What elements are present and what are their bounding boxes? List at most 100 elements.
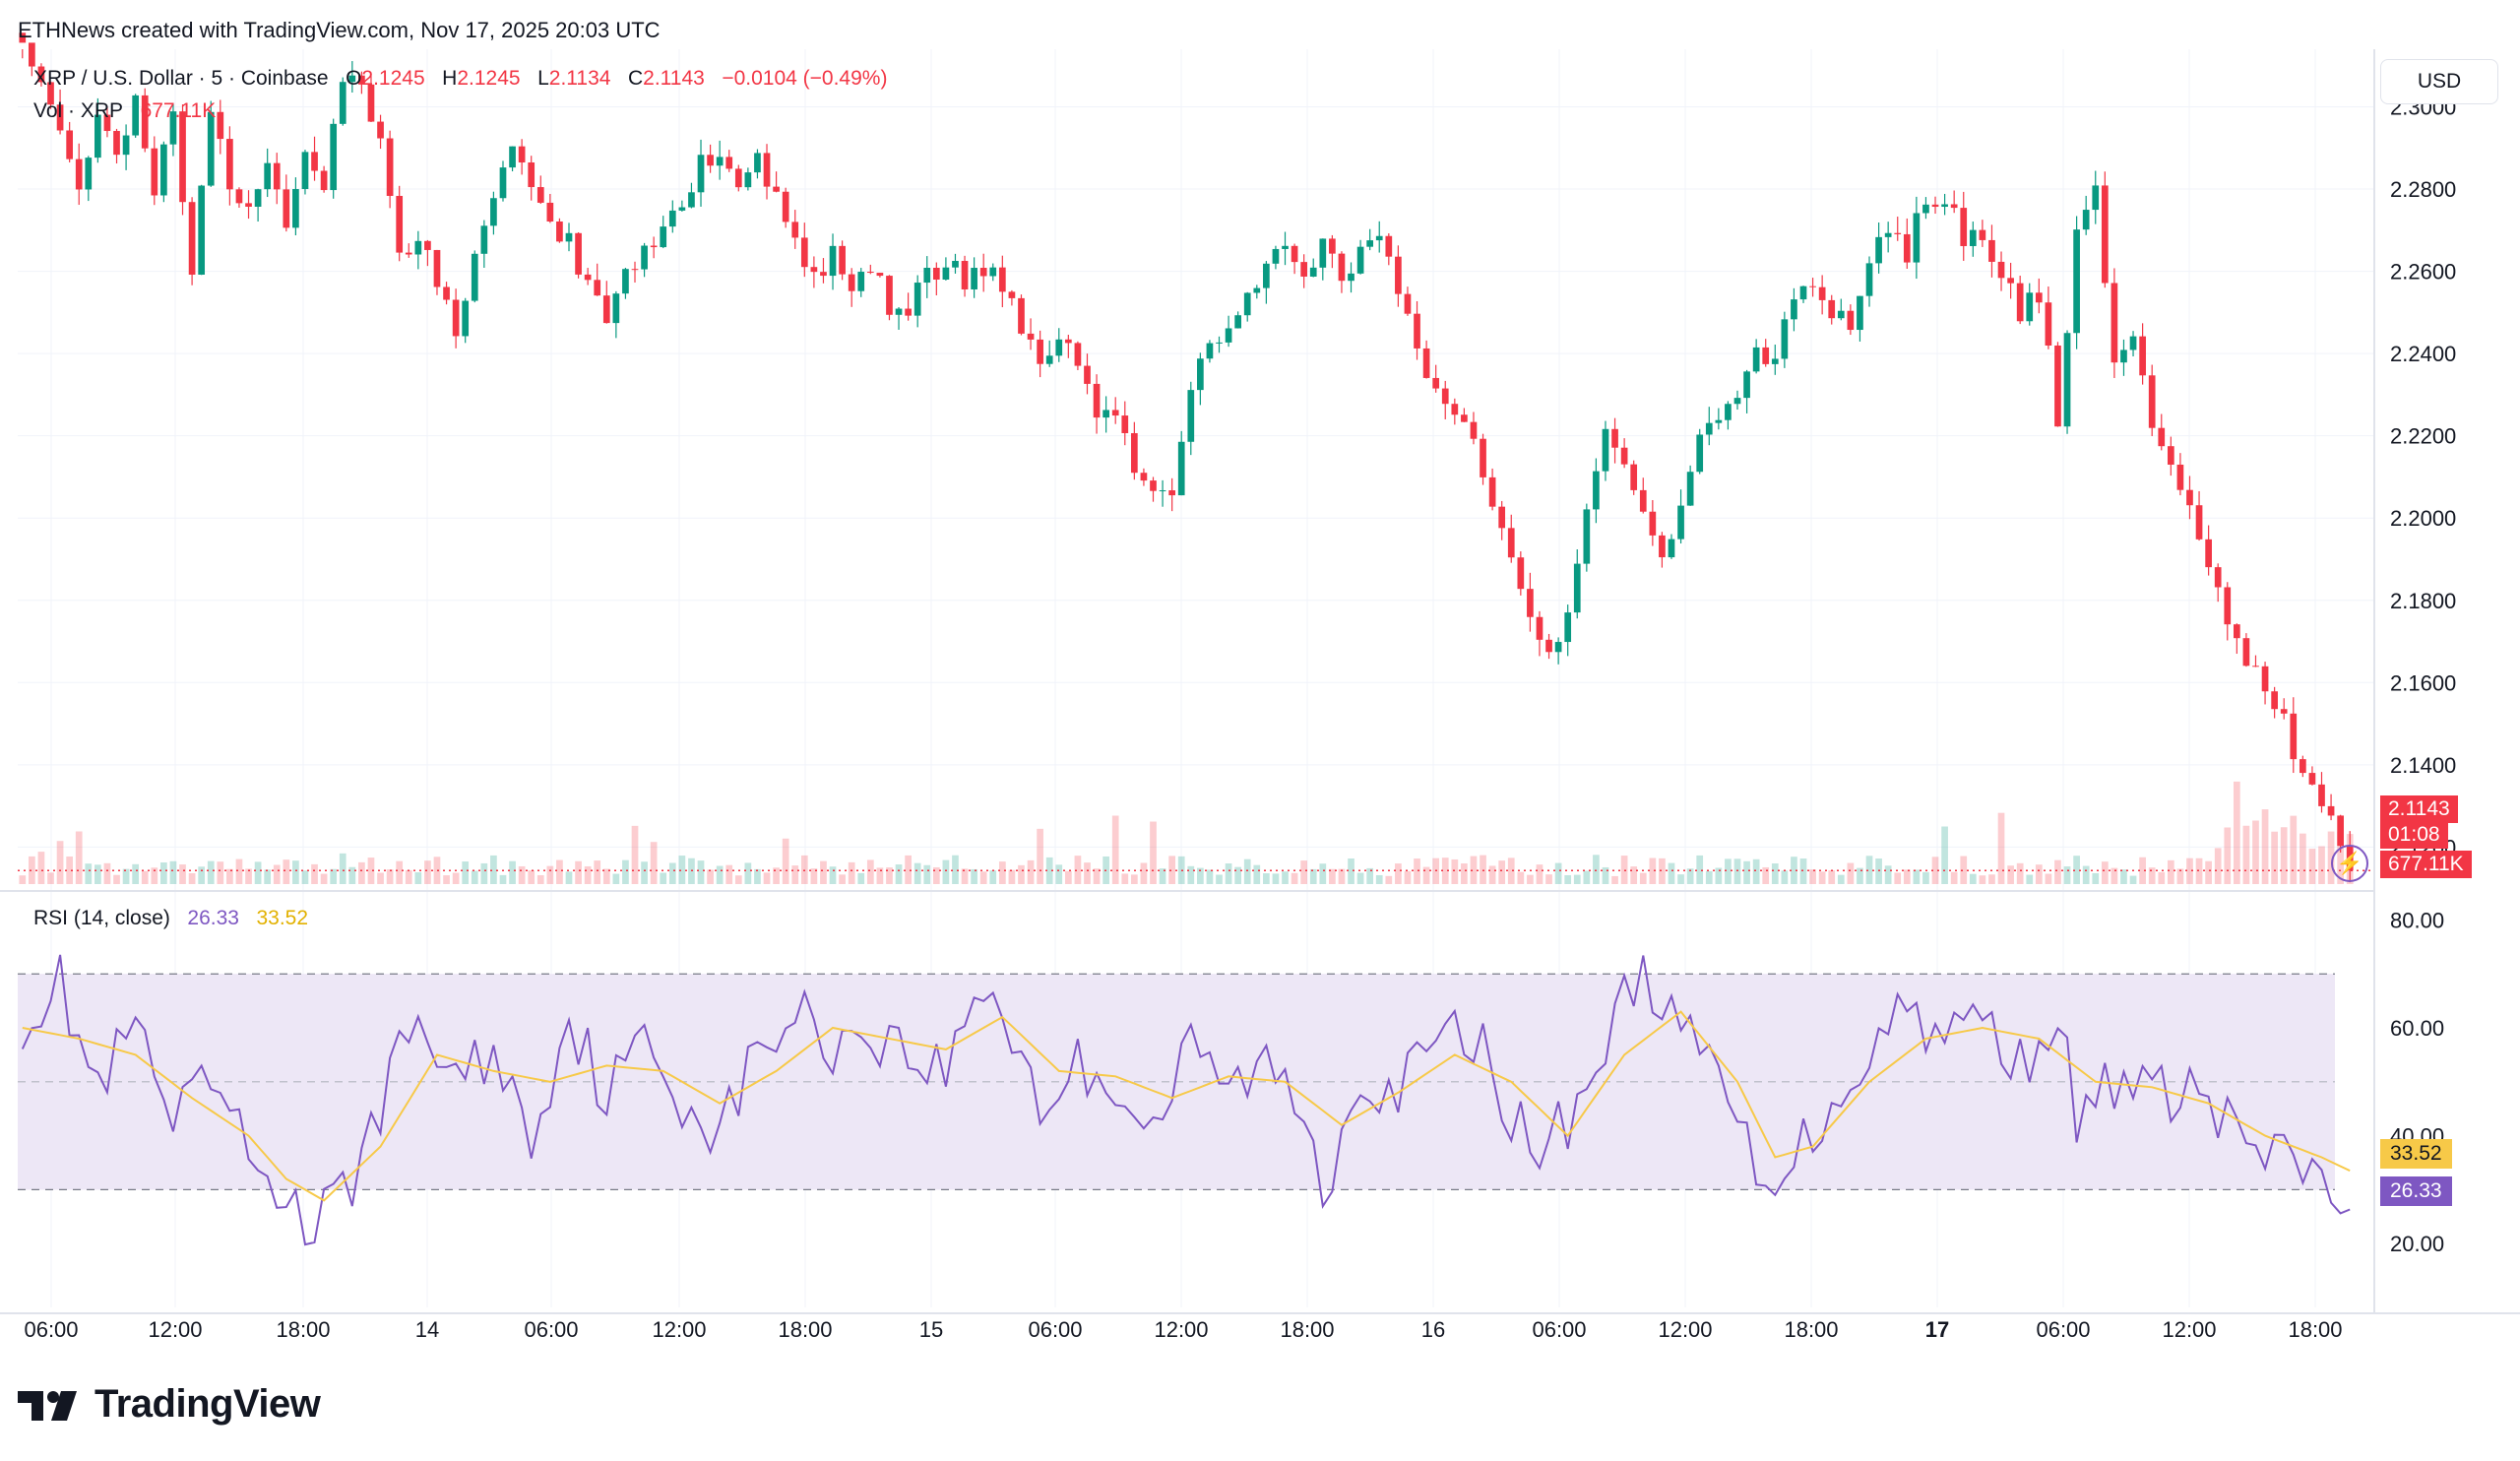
candle-body: [1111, 410, 1119, 416]
volume-bar: [1950, 871, 1958, 884]
candle-body: [2054, 345, 2061, 427]
brand-logo[interactable]: TradingView: [18, 1382, 321, 1427]
lightning-icon[interactable]: ⚡: [2331, 845, 2368, 882]
candle-body: [1884, 232, 1892, 237]
candle-body: [602, 295, 610, 324]
volume-bar: [1762, 866, 1770, 884]
candle-body: [2195, 505, 2203, 540]
candle-body: [1564, 612, 1572, 643]
candle-body: [1159, 490, 1166, 492]
volume-bar: [1093, 868, 1101, 884]
candle-body: [1461, 414, 1468, 422]
volume-bar: [1865, 856, 1873, 884]
price-tick-label: 2.2600: [2390, 260, 2456, 285]
candle-body: [707, 155, 714, 166]
candle-body: [348, 75, 356, 83]
volume-bar: [1140, 862, 1148, 884]
volume-bar: [923, 864, 931, 884]
candle-body: [1131, 432, 1138, 474]
chart-caption: ETHNews created with TradingView.com, No…: [18, 18, 661, 42]
volume-bar: [979, 871, 987, 884]
last-price-badge: 2.1143: [2380, 795, 2458, 823]
candle-body: [1602, 428, 1609, 472]
time-tick-label: 12:00: [2162, 1317, 2216, 1342]
volume-bar: [1828, 870, 1836, 884]
candle-body: [1375, 235, 1383, 241]
time-tick-label: 06:00: [524, 1317, 578, 1342]
time-tick-label: 06:00: [24, 1317, 78, 1342]
candle-body: [734, 168, 742, 188]
volume-bar: [1027, 859, 1035, 884]
candle-body: [716, 157, 724, 166]
candle-body: [2129, 336, 2137, 350]
volume-bar: [800, 855, 808, 884]
volume-bar: [1045, 857, 1053, 884]
volume-bar: [1791, 857, 1797, 884]
volume-bar: [330, 868, 338, 884]
candle-body: [1121, 415, 1129, 433]
volume-bar: [226, 868, 233, 884]
volume-bar: [480, 862, 488, 884]
currency-button[interactable]: USD: [2380, 59, 2498, 104]
volume-bar: [2176, 868, 2184, 884]
candle-body: [820, 272, 827, 277]
volume-bar: [2110, 867, 2118, 884]
volume-bar: [66, 856, 73, 884]
candle-body: [594, 280, 601, 296]
candle-body: [1507, 528, 1515, 558]
volume-bar: [1573, 874, 1581, 884]
candle-body: [264, 162, 272, 190]
candle-body: [2158, 427, 2166, 447]
candle-body: [536, 187, 544, 203]
candle-body: [612, 293, 620, 324]
candle-body: [2290, 713, 2298, 760]
time-tick-label: 18:00: [1784, 1317, 1838, 1342]
candle-body: [1809, 286, 1816, 287]
candle-body: [1536, 616, 1544, 640]
volume-legend[interactable]: Vol · XRP 677.11K: [33, 99, 216, 123]
symbol-legend[interactable]: XRP / U.S. Dollar · 5 · Coinbase O2.1245…: [33, 67, 887, 91]
volume-badge: 677.11K: [2380, 851, 2472, 878]
candle-body: [1432, 377, 1440, 389]
volume-bar: [292, 860, 299, 884]
candle-body: [678, 207, 686, 211]
candle-body: [565, 232, 573, 242]
volume-bar: [594, 860, 601, 884]
candle-body: [1272, 248, 1280, 264]
candle-body: [518, 146, 526, 163]
candle-body: [1725, 404, 1732, 420]
volume-bar: [1743, 860, 1750, 884]
candle-body: [1055, 339, 1063, 356]
volume-bar: [1309, 868, 1317, 884]
candle-body: [1865, 263, 1873, 296]
candle-body: [471, 253, 478, 301]
volume-bar: [1253, 864, 1261, 884]
price-tick-label: 2.1800: [2390, 589, 2456, 613]
volume-bar: [311, 863, 318, 884]
candle-body: [1045, 355, 1053, 364]
volume-bar: [1121, 873, 1129, 884]
volume-bar: [348, 866, 356, 884]
candle-body: [668, 210, 676, 227]
candle-body: [386, 138, 394, 196]
candle-body: [2205, 539, 2212, 568]
volume-bar: [895, 864, 903, 884]
volume-bar: [848, 861, 855, 884]
rsi-tick-label: 80.00: [2390, 908, 2444, 932]
candle-body: [2214, 567, 2222, 588]
volume-bar: [443, 875, 450, 884]
volume-bar: [1875, 858, 1882, 884]
candle-body: [773, 186, 780, 192]
volume-bar: [584, 865, 592, 884]
volume-bar: [2280, 827, 2288, 884]
candle-body: [829, 245, 837, 277]
volume-bar: [1837, 874, 1845, 884]
volume-bar: [1470, 856, 1478, 884]
rsi-legend[interactable]: RSI (14, close) 26.33 33.52: [33, 907, 308, 930]
candle-body: [1470, 421, 1478, 439]
volume-bar: [1488, 865, 1496, 884]
candle-body: [179, 111, 186, 203]
volume-bar: [1564, 874, 1572, 884]
candle-body: [56, 104, 64, 131]
